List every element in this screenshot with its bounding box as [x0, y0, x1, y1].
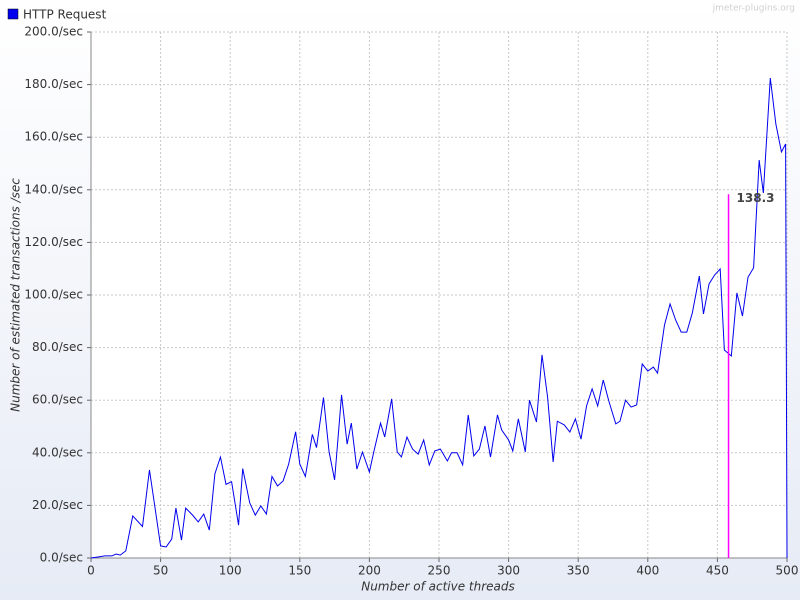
x-tick-label: 400: [636, 564, 659, 578]
x-axis-label: Number of active threads: [361, 580, 515, 594]
y-tick-label: 0.0/sec: [40, 551, 83, 565]
y-tick-label: 20.0/sec: [32, 498, 83, 512]
x-tick-label: 200: [358, 564, 381, 578]
x-tick-label: 350: [567, 564, 590, 578]
x-tick-label: 450: [706, 564, 729, 578]
marker-label: 138.3: [737, 191, 775, 205]
y-tick-label: 200.0/sec: [24, 25, 83, 39]
x-tick-label: 0: [87, 564, 95, 578]
x-tick-label: 100: [219, 564, 242, 578]
y-tick-label: 160.0/sec: [24, 130, 83, 144]
y-tick-label: 100.0/sec: [24, 288, 83, 302]
y-tick-label: 140.0/sec: [24, 182, 83, 196]
x-tick-label: 300: [497, 564, 520, 578]
watermark: jmeter-plugins.org: [712, 4, 795, 14]
y-tick-label: 180.0/sec: [24, 77, 83, 91]
y-tick-label: 40.0/sec: [32, 445, 83, 459]
legend-label: HTTP Request: [23, 8, 107, 22]
x-tick-label: 150: [288, 564, 311, 578]
y-axis-label: Number of estimated transactions /sec: [9, 178, 23, 412]
y-tick-label: 120.0/sec: [24, 235, 83, 249]
y-tick-label: 60.0/sec: [32, 393, 83, 407]
x-tick-label: 50: [153, 564, 168, 578]
x-tick-label: 250: [428, 564, 451, 578]
data-line: [90, 77, 788, 559]
legend-swatch: [7, 8, 19, 20]
y-tick-label: 80.0/sec: [32, 340, 83, 354]
x-tick-label: 500: [776, 564, 799, 578]
